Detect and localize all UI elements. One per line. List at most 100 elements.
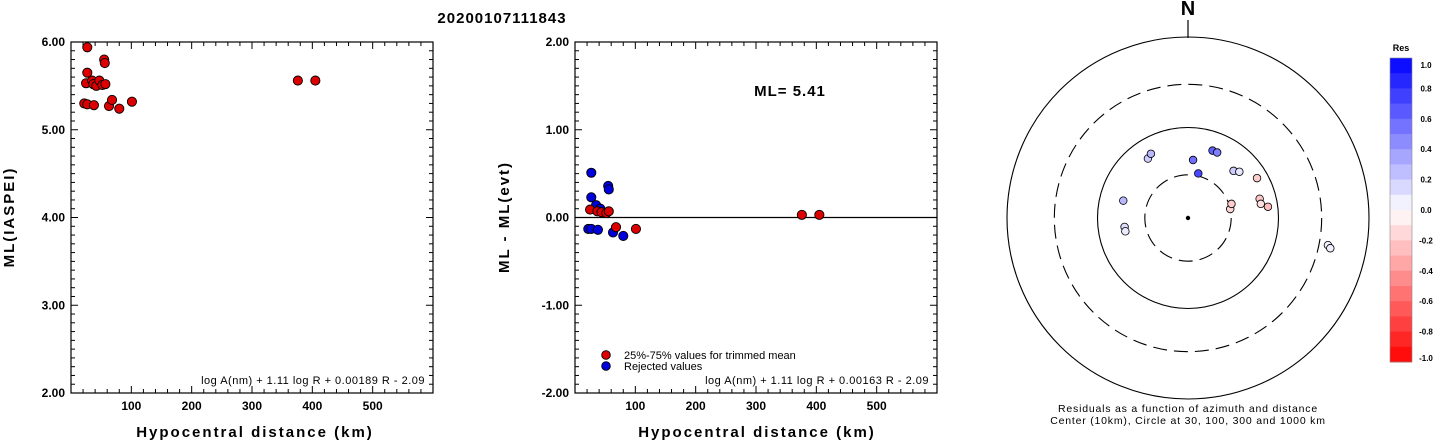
magnitude-point xyxy=(292,75,303,86)
caption-line-1: Residuals as a function of azimuth and d… xyxy=(1058,403,1318,415)
colorbar-tick-label: 0.2 xyxy=(1420,176,1432,185)
distance-ring-300 xyxy=(1053,83,1323,353)
colorbar-cell xyxy=(1390,270,1412,287)
colorbar-cell xyxy=(1390,194,1412,211)
trimmed-point xyxy=(603,206,614,217)
rejected-point xyxy=(592,224,603,235)
residual-x-tick-label: 400 xyxy=(806,399,826,413)
magnitude-point xyxy=(82,67,93,78)
rejected-point xyxy=(618,230,629,241)
station-residual-point xyxy=(1256,199,1266,209)
magnitude-x-tick-label: 200 xyxy=(182,399,202,413)
magnitude-point xyxy=(114,103,125,114)
residual-y-tick-label: -2.00 xyxy=(542,386,570,400)
station-residual-point xyxy=(1252,173,1262,183)
residual-formula: log A(nm) + 1.11 log R + 0.00163 R - 2.0… xyxy=(705,375,929,387)
colorbar-tick-label: 0.6 xyxy=(1420,115,1432,124)
colorbar-tick-label: -0.8 xyxy=(1419,328,1433,337)
distance-ring-100 xyxy=(1096,126,1280,310)
colorbar-cell xyxy=(1390,179,1412,196)
colorbar-tick-label: 1.0 xyxy=(1420,61,1432,70)
colorbar-cell xyxy=(1390,134,1412,150)
residual-y-tick-label: 1.00 xyxy=(546,123,570,137)
legend-rejected-marker xyxy=(601,361,611,371)
station-residual-point xyxy=(1227,199,1236,209)
magnitude-x-tick-label: 400 xyxy=(302,399,322,413)
magnitude-y-axis-label: ML(IASPEI) xyxy=(1,167,18,268)
figure-title: 20200107111843 xyxy=(437,10,566,27)
colorbar-cell xyxy=(1390,164,1412,180)
station-residual-point xyxy=(1212,148,1222,157)
distance-ring-1000 xyxy=(1006,36,1370,400)
station-residual-point xyxy=(1263,202,1273,211)
colorbar-cell xyxy=(1390,316,1412,332)
magnitude-x-tick-label: 500 xyxy=(363,399,383,413)
colorbar-cell xyxy=(1390,103,1412,120)
legend-trimmed-label: 25%-75% values for trimmed mean xyxy=(624,350,796,362)
legend-rejected-label: Rejected values xyxy=(624,361,703,373)
magnitude-x-tick-label: 100 xyxy=(121,399,141,413)
colorbar-cell xyxy=(1390,225,1412,241)
rejected-point xyxy=(586,192,597,203)
colorbar-title: Res xyxy=(1393,43,1410,53)
station-residual-point xyxy=(1326,244,1335,253)
event-magnitude-label: ML= 5.41 xyxy=(754,83,826,100)
magnitude-x-axis-label: Hypocentral distance (km) xyxy=(136,424,374,441)
residual-y-tick-label: -1.00 xyxy=(542,298,570,312)
colorbar-tick-label: -1.0 xyxy=(1419,354,1433,363)
trimmed-point xyxy=(796,209,807,220)
residual-x-tick-label: 500 xyxy=(867,399,887,413)
magnitude-y-tick-label: 6.00 xyxy=(42,35,66,49)
colorbar-cell xyxy=(1390,149,1412,165)
magnitude-y-tick-label: 3.00 xyxy=(42,298,66,312)
rejected-point xyxy=(586,167,597,178)
residual-x-tick-label: 100 xyxy=(625,399,645,413)
magnitude-y-tick-label: 5.00 xyxy=(42,123,66,137)
magnitude-x-tick-label: 300 xyxy=(242,399,262,413)
legend-trimmed-marker xyxy=(601,350,611,360)
colorbar-cell xyxy=(1390,210,1412,226)
colorbar-tick-label: -0.2 xyxy=(1419,236,1433,245)
colorbar-cell xyxy=(1390,240,1412,256)
residual-panel: 100 200 300 400 500 -2.00 -1.00 0.00 1.00 2.00 ML… xyxy=(496,35,938,441)
colorbar-tick-label: 0.4 xyxy=(1420,145,1432,154)
colorbar-cell xyxy=(1390,88,1412,104)
magnitude-point xyxy=(310,75,321,86)
trimmed-point xyxy=(630,223,641,234)
distance-ring-30 xyxy=(1144,174,1232,262)
colorbar-cell xyxy=(1390,118,1412,135)
station-residual-point xyxy=(1121,227,1130,236)
colorbar-cell xyxy=(1390,286,1412,302)
station-residual-point xyxy=(1146,149,1156,158)
colorbar-cell xyxy=(1390,255,1412,272)
caption-line-2: Center (10km), Circle at 30, 100, 300 an… xyxy=(1050,415,1326,427)
residual-y-tick-label: 0.00 xyxy=(546,211,570,225)
magnitude-point xyxy=(99,58,110,69)
colorbar-cell xyxy=(1390,301,1412,317)
magnitude-panel: 100 200 300 400 500 2.00 3.00 4.00 5.00 6.00 log … xyxy=(1,35,434,441)
magnitude-point xyxy=(82,42,93,53)
magnitude-point xyxy=(106,94,118,105)
magnitude-plot-frame xyxy=(70,41,434,394)
station-residual-point xyxy=(1194,169,1203,178)
magnitude-y-tick-label: 4.00 xyxy=(42,211,66,225)
station-residual-point xyxy=(1235,167,1244,176)
residual-x-tick-label: 200 xyxy=(686,399,706,413)
residual-y-tick-label: 2.00 xyxy=(546,35,570,49)
magnitude-point xyxy=(126,96,137,107)
residual-x-tick-label: 300 xyxy=(746,399,766,413)
colorbar-tick-label: -0.6 xyxy=(1419,297,1433,306)
colorbar-cell xyxy=(1390,73,1412,89)
station-residual-point xyxy=(1188,155,1198,165)
magnitude-point xyxy=(88,100,99,111)
colorbar-tick-label: 0.8 xyxy=(1420,84,1432,93)
residual-x-axis-label: Hypocentral distance (km) xyxy=(638,424,876,441)
station-residual-point xyxy=(1119,196,1128,205)
epicenter-dot xyxy=(1185,215,1191,221)
magnitude-y-tick-label: 2.00 xyxy=(42,386,66,400)
trimmed-point xyxy=(814,209,825,220)
colorbar-frame xyxy=(1389,57,1413,363)
magnitude-point xyxy=(100,79,111,90)
colorbar-cell xyxy=(1390,58,1412,74)
